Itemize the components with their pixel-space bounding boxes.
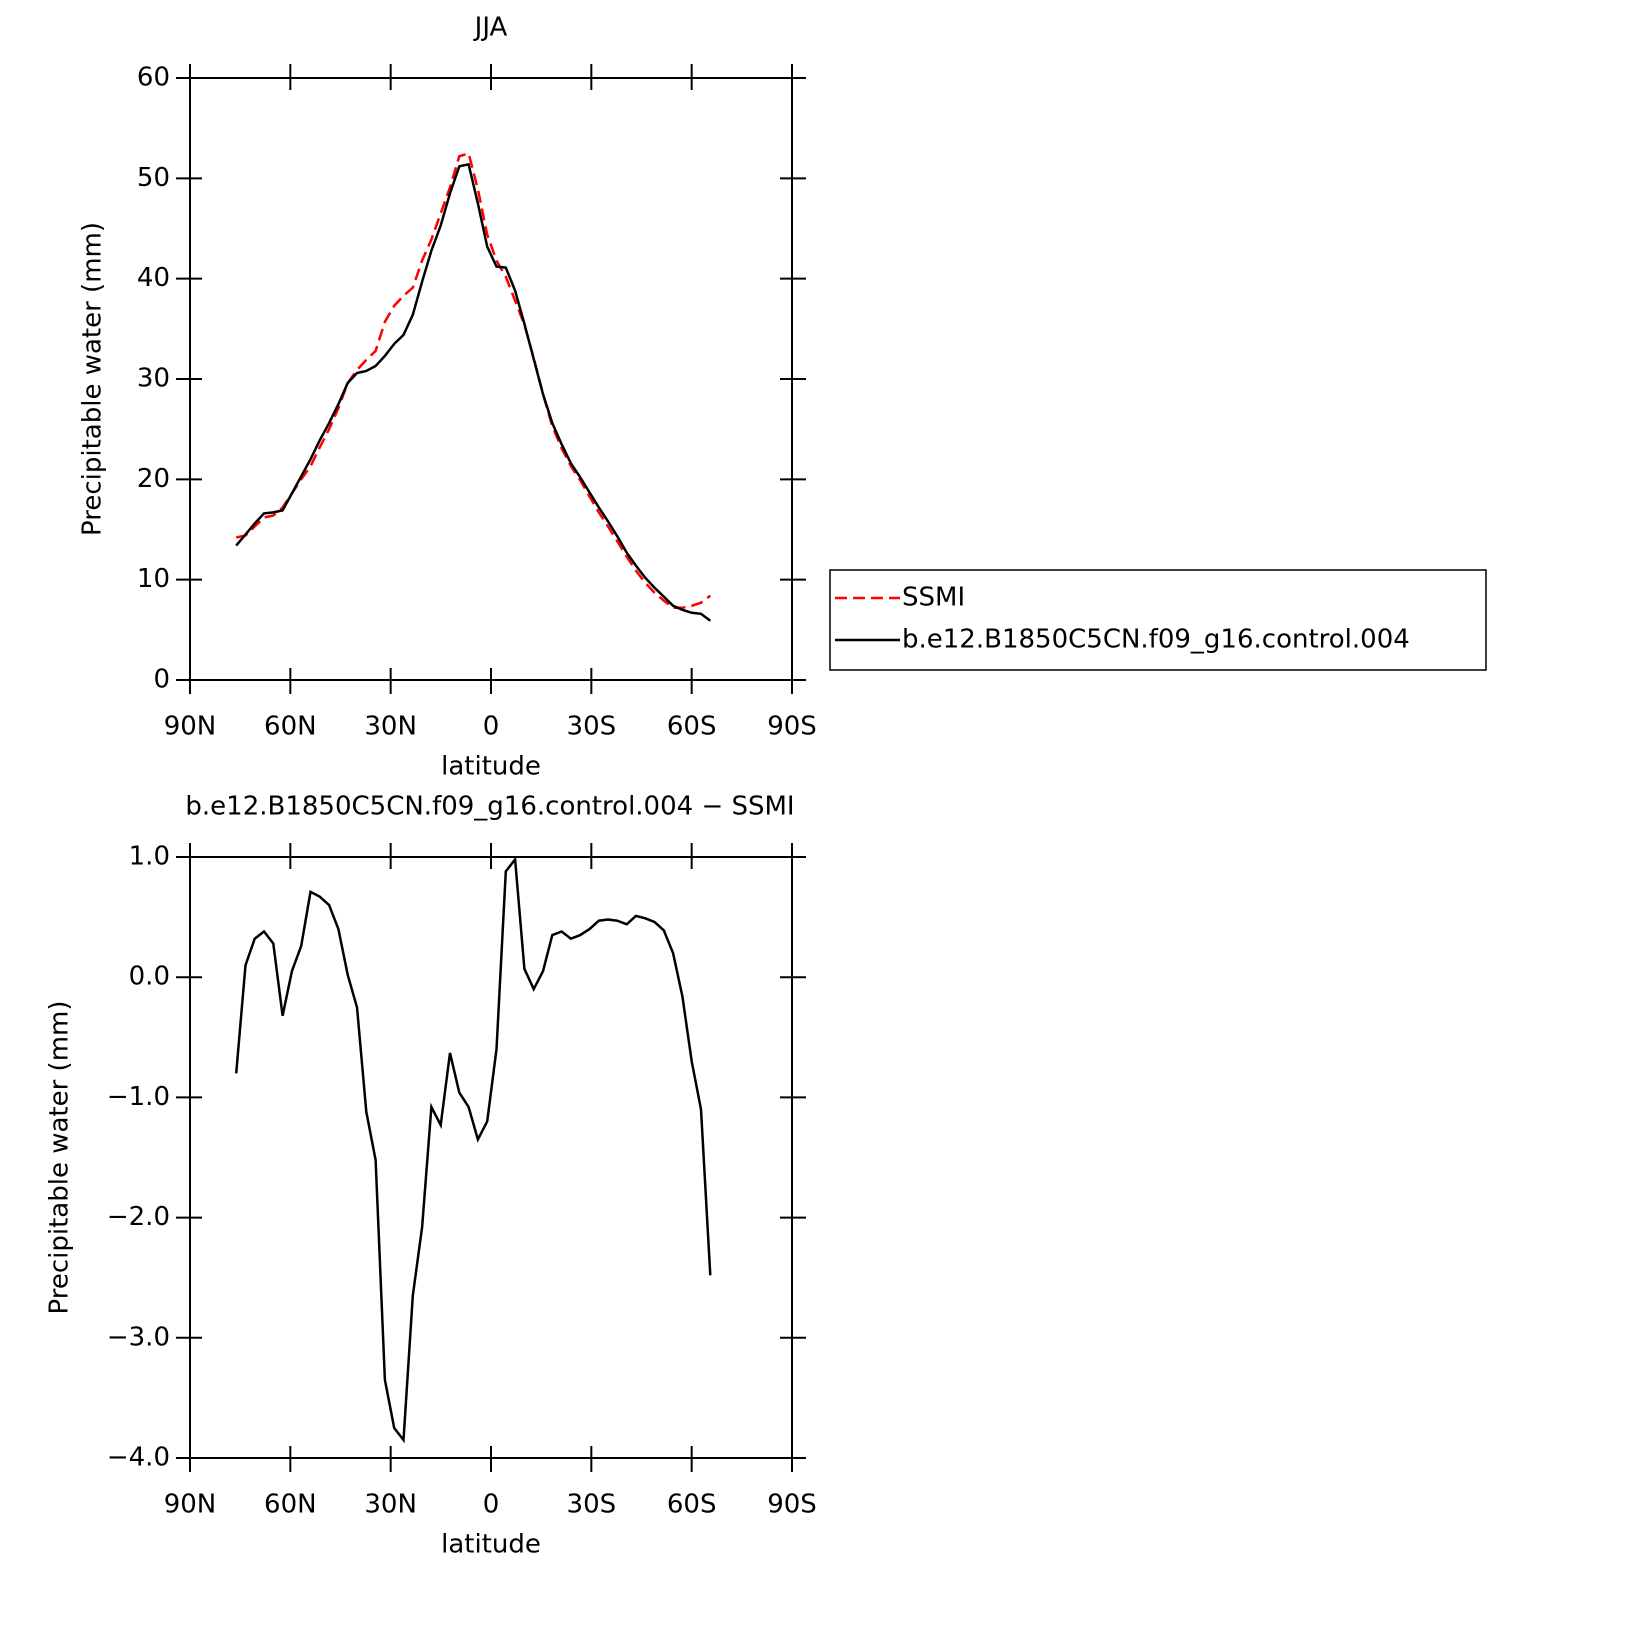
y-axis-label: Precipitable water (mm)	[45, 1001, 75, 1315]
legend-label: SSMI	[902, 583, 965, 613]
series-line	[235, 151, 712, 610]
y-tick-label: 0.0	[129, 962, 170, 992]
y-tick-label: −2.0	[107, 1202, 170, 1232]
y-tick-label: 40	[137, 263, 170, 293]
x-tick-label: 30S	[567, 712, 617, 742]
y-tick-label: −4.0	[107, 1443, 170, 1473]
x-axis-label: latitude	[441, 752, 541, 782]
y-tick-label: 1.0	[129, 842, 170, 872]
x-tick-label: 90N	[164, 712, 217, 742]
x-tick-label: 30S	[567, 1490, 617, 1520]
x-tick-label: 60S	[667, 1490, 717, 1520]
x-tick-label: 90S	[767, 712, 817, 742]
y-tick-label: −3.0	[107, 1322, 170, 1352]
series-line	[234, 856, 712, 1444]
x-tick-label: 90S	[767, 1490, 817, 1520]
x-tick-label: 30N	[364, 712, 417, 742]
x-axis-label: latitude	[441, 1530, 541, 1560]
x-tick-label: 90N	[164, 1490, 217, 1520]
chart-title: b.e12.B1850C5CN.f09_g16.control.004 − SS…	[185, 792, 794, 822]
y-tick-label: 60	[137, 63, 170, 93]
chart-title: JJA	[473, 13, 508, 43]
y-tick-label: 50	[137, 163, 170, 193]
x-tick-label: 60N	[264, 1490, 317, 1520]
series-line	[235, 162, 712, 622]
plot-frame	[189, 77, 793, 681]
y-axis-label: Precipitable water (mm)	[78, 222, 108, 536]
y-tick-label: 0	[153, 665, 170, 695]
x-tick-label: 0	[483, 1490, 500, 1520]
y-tick-label: 10	[137, 564, 170, 594]
legend-label: b.e12.B1850C5CN.f09_g16.control.004	[902, 625, 1410, 655]
x-tick-label: 30N	[364, 1490, 417, 1520]
y-tick-label: −1.0	[107, 1082, 170, 1112]
y-tick-label: 20	[137, 464, 170, 494]
legend-box	[829, 569, 1487, 671]
x-tick-label: 60N	[264, 712, 317, 742]
x-tick-label: 0	[483, 712, 500, 742]
y-tick-label: 30	[137, 364, 170, 394]
plot-frame	[189, 856, 793, 1459]
x-tick-label: 60S	[667, 712, 717, 742]
